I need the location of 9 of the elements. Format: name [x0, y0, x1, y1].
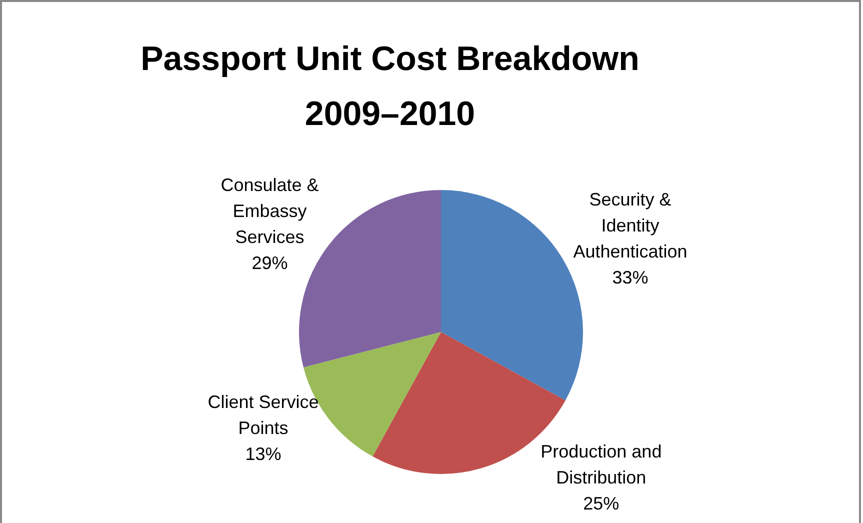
chart-title: Passport Unit Cost Breakdown 2009–2010	[140, 39, 640, 135]
slice-label: Production and Distribution	[540, 441, 662, 488]
slice-label: Client Service Points	[208, 392, 319, 438]
data-label: 25%	[583, 493, 620, 514]
data-label: 33%	[612, 268, 648, 288]
slice-label: Consulate & Embassy Services	[220, 174, 319, 247]
data-label: 13%	[245, 444, 282, 464]
data-label: 29%	[252, 252, 288, 273]
slice-label: Security & Identity Authentication	[573, 190, 688, 262]
